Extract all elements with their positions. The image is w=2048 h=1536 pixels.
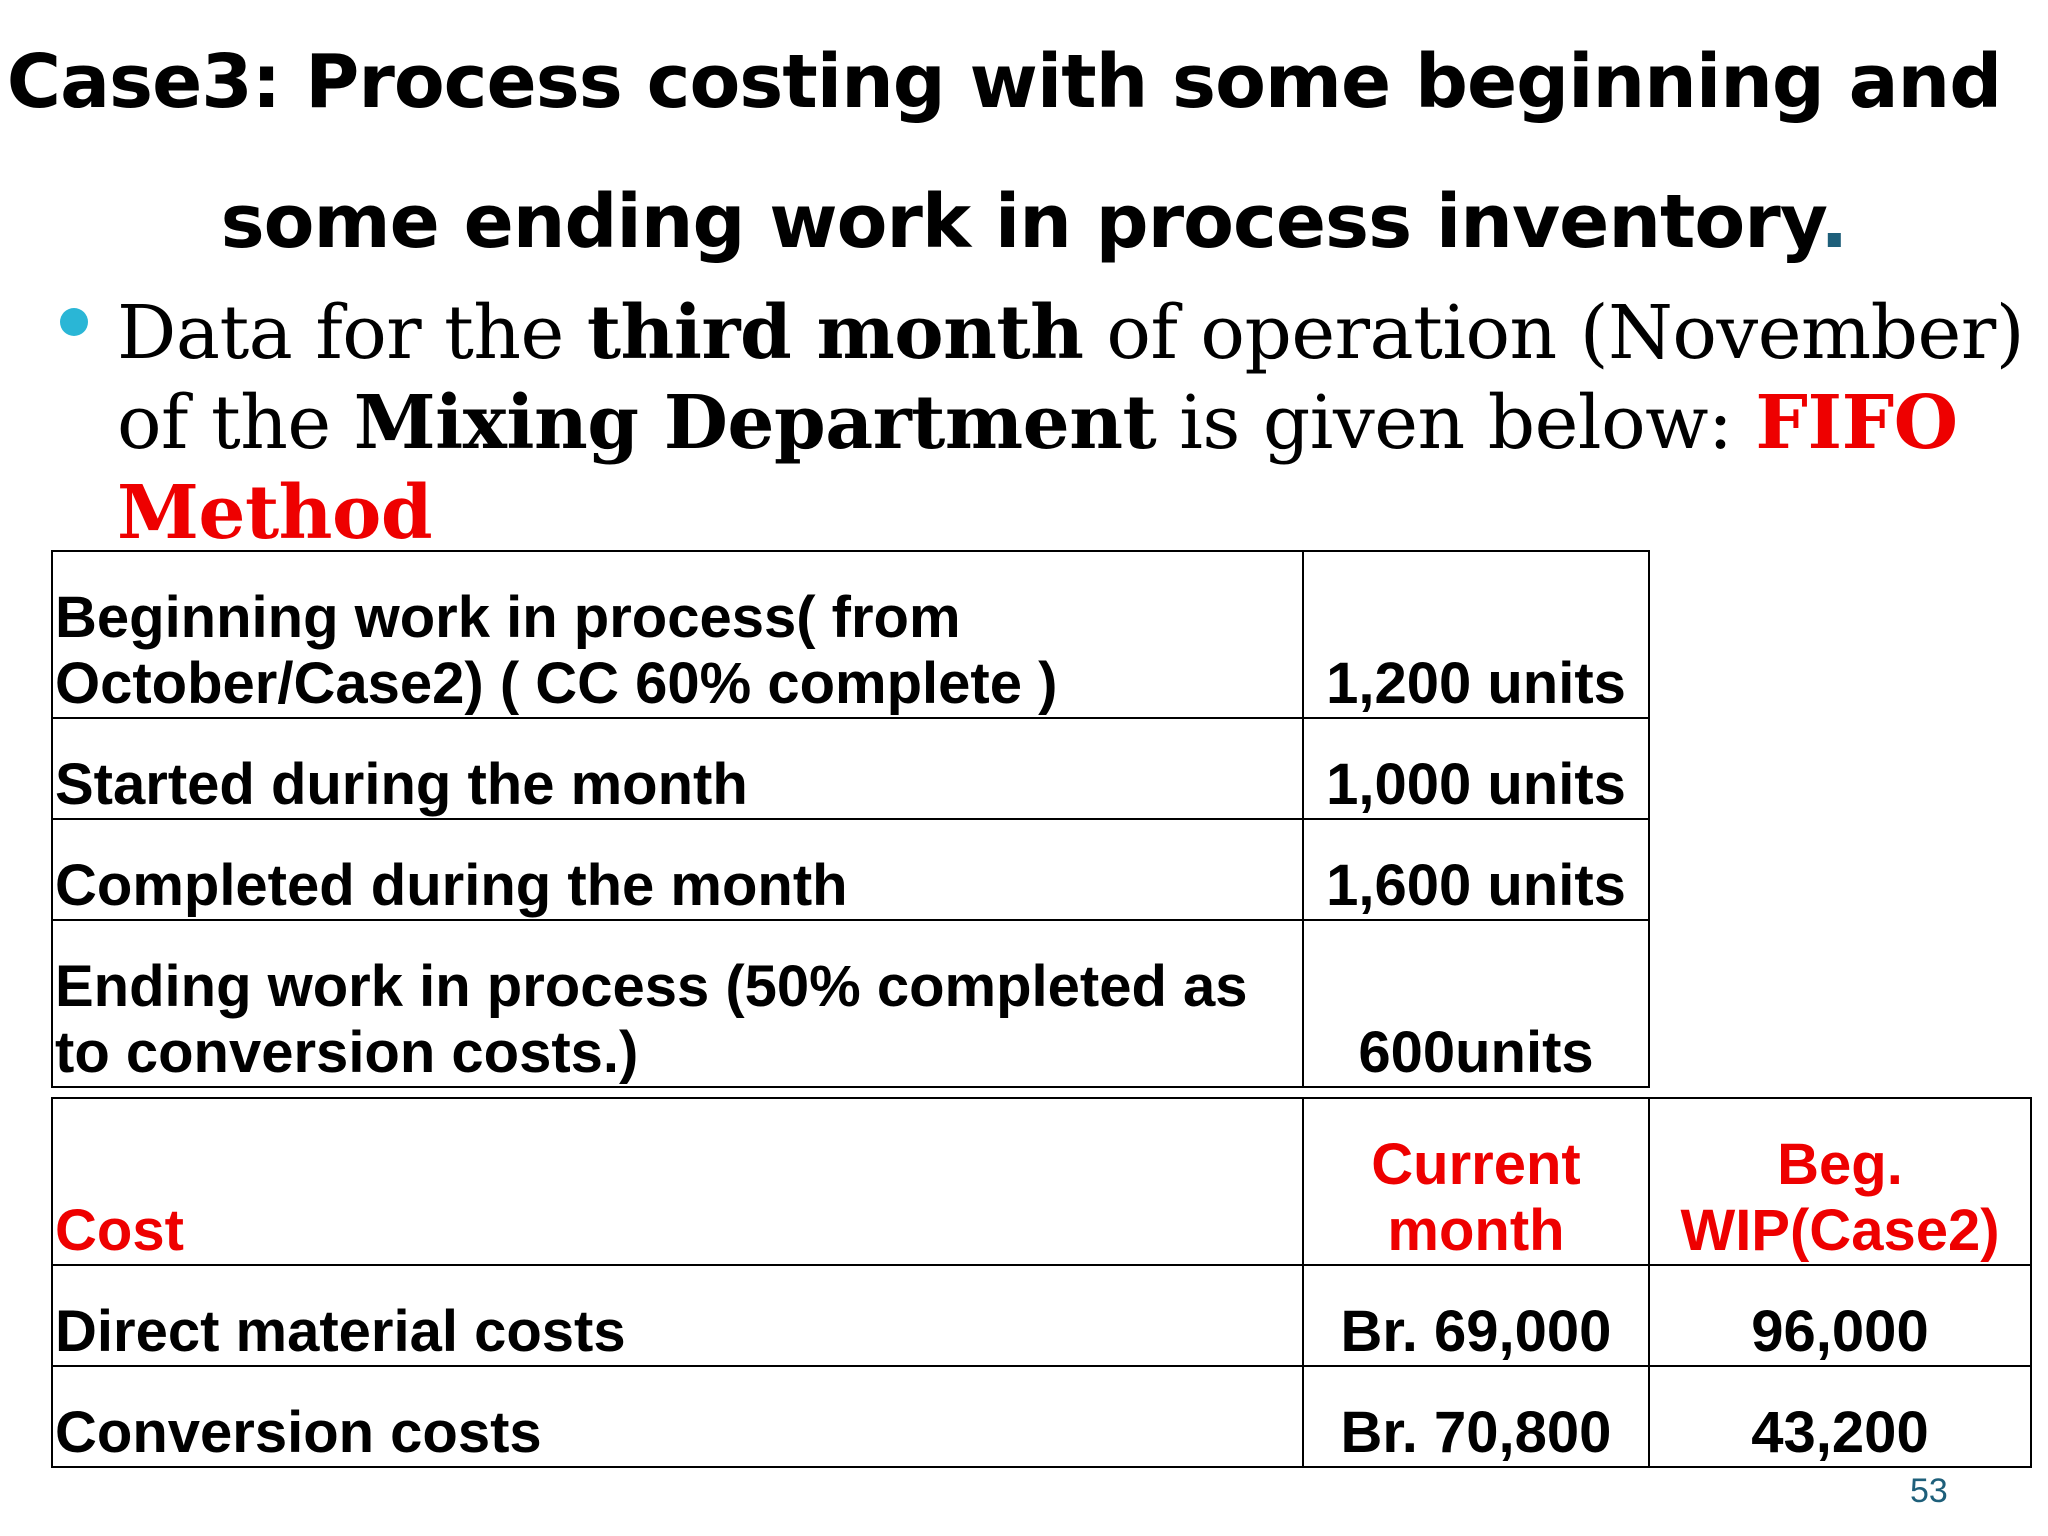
units-label-started: Started during the month: [51, 717, 1304, 820]
slide-title: Case3: Process costing with some beginni…: [0, 12, 2048, 292]
cost-header-beginning-wip: Beg. WIP(Case2): [1648, 1097, 2032, 1266]
title-period: .: [1820, 179, 1848, 265]
intro-bold-third-month: third month: [586, 290, 1084, 376]
table-row: Started during the month 1,000 units: [51, 717, 1650, 820]
title-line-2: some ending work in process inventory.: [0, 152, 2048, 292]
cost-header-current-month: Current month: [1302, 1097, 1650, 1266]
units-value-ending-wip: 600units: [1302, 919, 1650, 1088]
cost-current-direct-material: Br. 69,000: [1302, 1264, 1650, 1367]
cost-header-row: Cost Current month Beg. WIP(Case2): [51, 1097, 2032, 1266]
table-row: Completed during the month 1,600 units: [51, 818, 1650, 921]
cost-table: Cost Current month Beg. WIP(Case2) Direc…: [51, 1097, 2032, 1468]
table-row: Direct material costs Br. 69,000 96,000: [51, 1264, 2032, 1367]
cost-header-label: Cost: [51, 1097, 1304, 1266]
table-row: Conversion costs Br. 70,800 43,200: [51, 1365, 2032, 1468]
bullet-dot-icon: [60, 308, 88, 336]
cost-current-conversion: Br. 70,800: [1302, 1365, 1650, 1468]
units-table: Beginning work in process( from October/…: [51, 550, 1650, 1088]
cost-beginning-conversion: 43,200: [1648, 1365, 2032, 1468]
units-value-beginning-wip: 1,200 units: [1302, 550, 1650, 719]
intro-part-2: of operation (November) of the: [117, 290, 2025, 466]
units-label-completed: Completed during the month: [51, 818, 1304, 921]
cost-label-conversion: Conversion costs: [51, 1365, 1304, 1468]
page-number: 53: [1910, 1472, 1948, 1510]
table-row: Ending work in process (50% completed as…: [51, 919, 1650, 1088]
units-label-ending-wip: Ending work in process (50% completed as…: [51, 919, 1304, 1088]
units-value-completed: 1,600 units: [1302, 818, 1650, 921]
title-line-2-text: some ending work in process inventory: [220, 179, 1822, 265]
intro-bold-mixing-department: Mixing Department: [353, 380, 1157, 466]
cost-label-direct-material: Direct material costs: [51, 1264, 1304, 1367]
intro-part-3: is given below:: [1156, 380, 1756, 466]
cost-beginning-direct-material: 96,000: [1648, 1264, 2032, 1367]
intro-bullet: Data for the third month of operation (N…: [60, 288, 2030, 558]
intro-method: FIFO Method: [117, 380, 1958, 556]
table-row: Beginning work in process( from October/…: [51, 550, 1650, 719]
units-label-beginning-wip: Beginning work in process( from October/…: [51, 550, 1304, 719]
title-line-1: Case3: Process costing with some beginni…: [6, 39, 2002, 125]
units-value-started: 1,000 units: [1302, 717, 1650, 820]
intro-text: Data for the third month of operation (N…: [117, 288, 2030, 558]
intro-part-1: Data for the: [117, 290, 587, 376]
